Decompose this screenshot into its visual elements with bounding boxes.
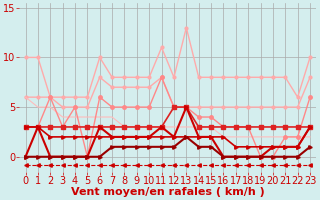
X-axis label: Vent moyen/en rafales ( km/h ): Vent moyen/en rafales ( km/h ) <box>71 187 265 197</box>
